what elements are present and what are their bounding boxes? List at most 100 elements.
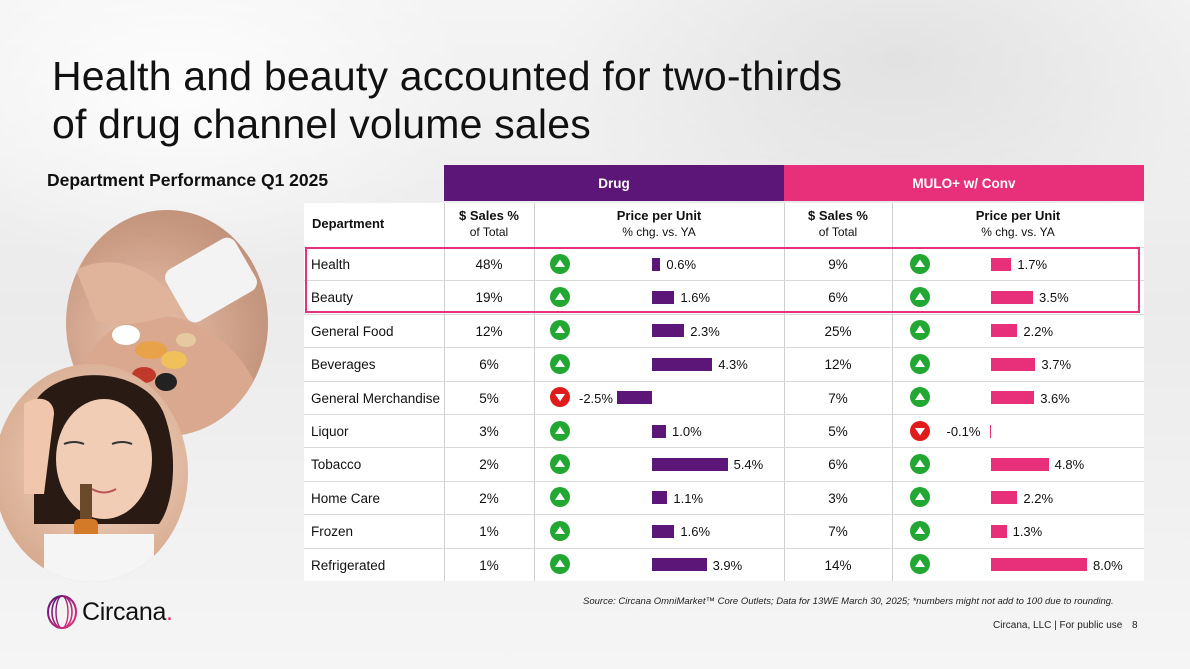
drug-ppu-header-sub: % chg. vs. YA <box>622 225 696 239</box>
up-arrow-icon <box>550 554 570 575</box>
mulo-sales-share-cell: 6% <box>828 457 848 473</box>
mulo-sales-share-cell: 14% <box>824 557 852 573</box>
mulo-ppu-bar <box>991 357 1036 371</box>
mulo-group-header: MULO+ w/ Conv <box>784 165 1144 201</box>
mulo-sales-share-cell: 7% <box>828 390 848 406</box>
department-cell: Refrigerated <box>311 557 386 573</box>
mulo-ppu-bar <box>991 290 1033 304</box>
drug-ppu-label: 3.9% <box>712 557 743 573</box>
mulo-ppu-bar <box>989 424 991 438</box>
mulo-sales-share-cell: 5% <box>828 424 848 439</box>
mulo-ppu-bar <box>991 324 1018 338</box>
table-row: Beauty 19% 6% <box>304 280 1144 314</box>
drug-sales-share-cell: 5% <box>479 390 499 406</box>
drug-sales-share-cell: 12% <box>475 323 503 339</box>
drug-sales-header-sub: of Total <box>469 225 509 239</box>
mulo-ppu-label: 2.2% <box>1023 490 1054 506</box>
column-divider <box>892 203 893 581</box>
drug-ppu-bar <box>617 391 652 405</box>
mulo-ppu-header-label: Price per Unit <box>975 208 1061 223</box>
department-cell: General Merchandise <box>311 390 441 406</box>
up-arrow-icon <box>910 253 930 274</box>
drug-sales-share-cell: 19% <box>475 290 503 306</box>
mulo-ppu-label: 3.6% <box>1040 390 1070 406</box>
up-arrow-icon <box>550 487 570 508</box>
health-beauty-highlight-box <box>305 247 1140 313</box>
drug-ppu-label: 1.0% <box>672 424 702 439</box>
mulo-ppu-label: 2.2% <box>1023 323 1054 339</box>
footer-text: Circana, LLC | For public use <box>993 620 1123 631</box>
up-arrow-icon <box>550 420 570 441</box>
mulo-ppu-bar <box>991 491 1018 505</box>
mulo-ppu-header-sub: % chg. vs. YA <box>981 225 1055 239</box>
drug-sales-share-cell: 3% <box>479 424 499 439</box>
mulo-ppu-bar <box>991 457 1049 471</box>
table-row: Beverages 6% 12% <box>304 347 1144 381</box>
drug-ppu-header-label: Price per Unit <box>616 208 702 223</box>
drug-sales-header-label: $ Sales % <box>459 208 519 223</box>
mulo-ppu-label: 8.0% <box>1093 557 1123 573</box>
drug-sales-share-cell: 1% <box>479 524 499 540</box>
drug-ppu-bar <box>652 324 685 338</box>
department-cell: Beauty <box>311 290 354 306</box>
table-row: Refrigerated 1% 14% <box>304 547 1144 582</box>
chart-subtitle: Department Performance Q1 2025 <box>47 170 329 190</box>
column-divider <box>444 203 445 581</box>
up-arrow-icon <box>550 453 570 474</box>
drug-ppu-label: 1.1% <box>673 490 704 506</box>
up-arrow-icon <box>910 487 930 508</box>
drug-sales-share-cell: 48% <box>475 257 503 272</box>
drug-sales-share-cell: 6% <box>479 357 499 373</box>
department-column-header: Department <box>304 203 444 245</box>
drug-ppu-bar <box>652 357 713 371</box>
drug-ppu-label: 1.6% <box>680 524 711 540</box>
mulo-ppu-bar <box>991 558 1087 572</box>
drug-ppu-label: 0.6% <box>666 257 697 272</box>
up-arrow-icon <box>550 353 570 374</box>
up-arrow-icon <box>550 286 570 307</box>
mulo-ppu-label: 3.5% <box>1039 290 1069 306</box>
table-row: General Merchandise 5% 7% <box>304 380 1144 415</box>
mulo-ppu-bar <box>991 391 1035 405</box>
department-cell: Beverages <box>311 357 376 373</box>
department-cell: Liquor <box>311 424 349 439</box>
department-cell: Frozen <box>311 524 354 540</box>
drug-ppu-column-header: Price per Unit % chg. vs. YA <box>534 203 784 245</box>
department-cell: General Food <box>311 323 394 339</box>
mulo-ppu-label: 1.7% <box>1017 257 1048 272</box>
drug-ppu-bar <box>652 290 675 304</box>
logo-text: Circana <box>82 597 167 626</box>
drug-ppu-label: -2.5% <box>579 390 613 406</box>
table-row: Home Care 2% 3% <box>304 480 1144 515</box>
mulo-sales-header-label: $ Sales % <box>808 208 868 223</box>
slide-title: Health and beauty accounted for two-thir… <box>52 52 842 148</box>
drug-group-header: Drug <box>444 165 784 201</box>
mulo-ppu-column-header: Price per Unit % chg. vs. YA <box>892 203 1144 245</box>
circana-logo: Circana. <box>46 594 173 630</box>
column-divider <box>534 203 535 581</box>
drug-ppu-bar <box>652 558 707 572</box>
up-arrow-icon <box>910 520 930 541</box>
department-cell: Health <box>311 257 351 272</box>
drug-sales-share-cell: 1% <box>479 557 499 573</box>
woman-with-dropper-photo <box>0 364 188 582</box>
source-note: Source: Circana OmniMarket™ Core Outlets… <box>583 596 1114 607</box>
up-arrow-icon <box>550 253 570 274</box>
drug-ppu-bar <box>652 257 661 271</box>
mulo-sales-share-cell: 25% <box>824 323 852 339</box>
mulo-sales-share-cell: 7% <box>828 524 848 540</box>
up-arrow-icon <box>910 453 930 474</box>
title-line-2: of drug channel volume sales <box>52 101 591 147</box>
drug-sales-share-cell: 2% <box>479 490 499 506</box>
up-arrow-icon <box>550 520 570 541</box>
drug-ppu-bar <box>652 424 666 438</box>
down-arrow-icon <box>550 387 570 408</box>
mulo-sales-share-cell: 6% <box>828 290 848 306</box>
circana-logo-mark-icon <box>47 595 77 629</box>
title-line-1: Health and beauty accounted for two-thir… <box>52 53 843 99</box>
up-arrow-icon <box>910 286 930 307</box>
department-cell: Home Care <box>311 490 381 506</box>
mulo-sales-column-header: $ Sales % of Total <box>784 203 892 245</box>
mulo-ppu-label: 3.7% <box>1041 357 1072 373</box>
mulo-sales-share-cell: 3% <box>828 490 848 506</box>
